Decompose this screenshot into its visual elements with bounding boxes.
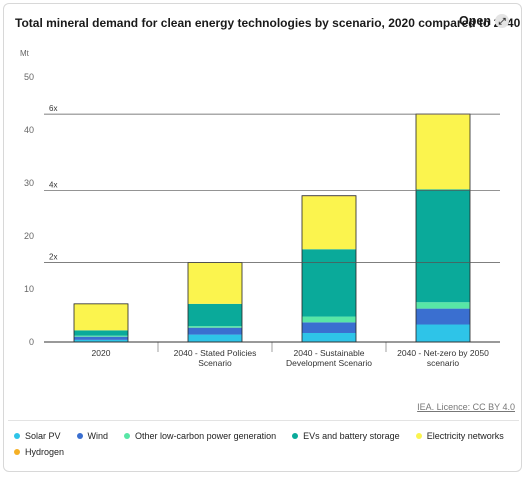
legend-swatch	[415, 433, 422, 439]
bar-segment	[188, 327, 242, 335]
bar-segment	[302, 196, 356, 250]
bar-segment	[416, 114, 470, 190]
bar-segment	[74, 336, 128, 340]
legend-swatch	[14, 433, 20, 439]
reference-line-label: 4x	[49, 180, 57, 189]
bar-segment	[188, 303, 242, 327]
reference-line-label: 6x	[49, 104, 57, 113]
reference-line-label: 2x	[49, 253, 57, 262]
bar-segment	[302, 316, 356, 323]
bar-segment	[302, 322, 356, 333]
x-tick-label: 2040 - Sustainable Development Scenario	[286, 348, 372, 368]
legend-item[interactable]: Other low-carbon power generation	[124, 431, 276, 441]
bar-segment	[416, 189, 470, 303]
y-tick-label: 50	[24, 72, 34, 82]
bar-segment	[416, 308, 470, 325]
bar-segment	[188, 326, 242, 328]
legend-label: EVs and battery storage	[303, 431, 400, 441]
chart-title: Total mineral demand for clean energy te…	[15, 16, 521, 30]
open-label: Open	[459, 14, 491, 28]
bar-segment	[74, 335, 128, 337]
bar-segment	[188, 262, 242, 304]
x-tick-label: 2040 - Stated Policies Scenario	[174, 348, 257, 368]
bar-segment	[74, 330, 128, 336]
y-tick-label: 10	[24, 284, 34, 294]
legend-item[interactable]: Electricity networks	[415, 431, 504, 441]
bar-segment	[302, 332, 356, 342]
legend-swatch	[124, 433, 131, 439]
y-tick-label: 0	[29, 337, 34, 347]
legend-item[interactable]: Solar PV	[14, 431, 61, 441]
x-tick-label: 2040 - Net-zero by 2050 scenario	[397, 348, 489, 368]
legend-label: Electricity networks	[426, 431, 504, 441]
legend-swatch	[76, 433, 83, 439]
bar-segment	[416, 302, 470, 309]
source-link[interactable]: IEA. Licence: CC BY 4.0	[417, 402, 515, 412]
legend-item[interactable]: Wind	[76, 431, 109, 441]
bar-segment	[74, 339, 128, 342]
legend-swatch	[14, 449, 20, 455]
open-button[interactable]: Open ⤢	[459, 14, 509, 28]
legend-label: Wind	[87, 431, 109, 441]
y-tick-label: 20	[24, 231, 34, 241]
y-axis-label: Mt	[20, 49, 30, 58]
x-tick-label: 2020	[92, 348, 111, 358]
bar-segment	[302, 249, 356, 317]
y-tick-label: 40	[24, 125, 34, 135]
legend: Solar PV Wind Other low-carbon power gener…	[14, 431, 509, 457]
legend-label: Other low-carbon power generation	[135, 431, 277, 441]
bar-segment	[188, 334, 242, 342]
legend-label: Hydrogen	[25, 447, 65, 457]
legend-divider	[8, 420, 519, 421]
legend-item[interactable]: Hydrogen	[14, 447, 64, 457]
legend-label: Solar PV	[25, 431, 61, 441]
expand-icon: ⤢	[495, 14, 509, 28]
legend-swatch	[292, 433, 299, 439]
y-tick-label: 30	[24, 178, 34, 188]
legend-item[interactable]: EVs and battery storage	[292, 431, 400, 441]
bar-segment	[416, 324, 470, 342]
bar-segment	[74, 303, 128, 331]
